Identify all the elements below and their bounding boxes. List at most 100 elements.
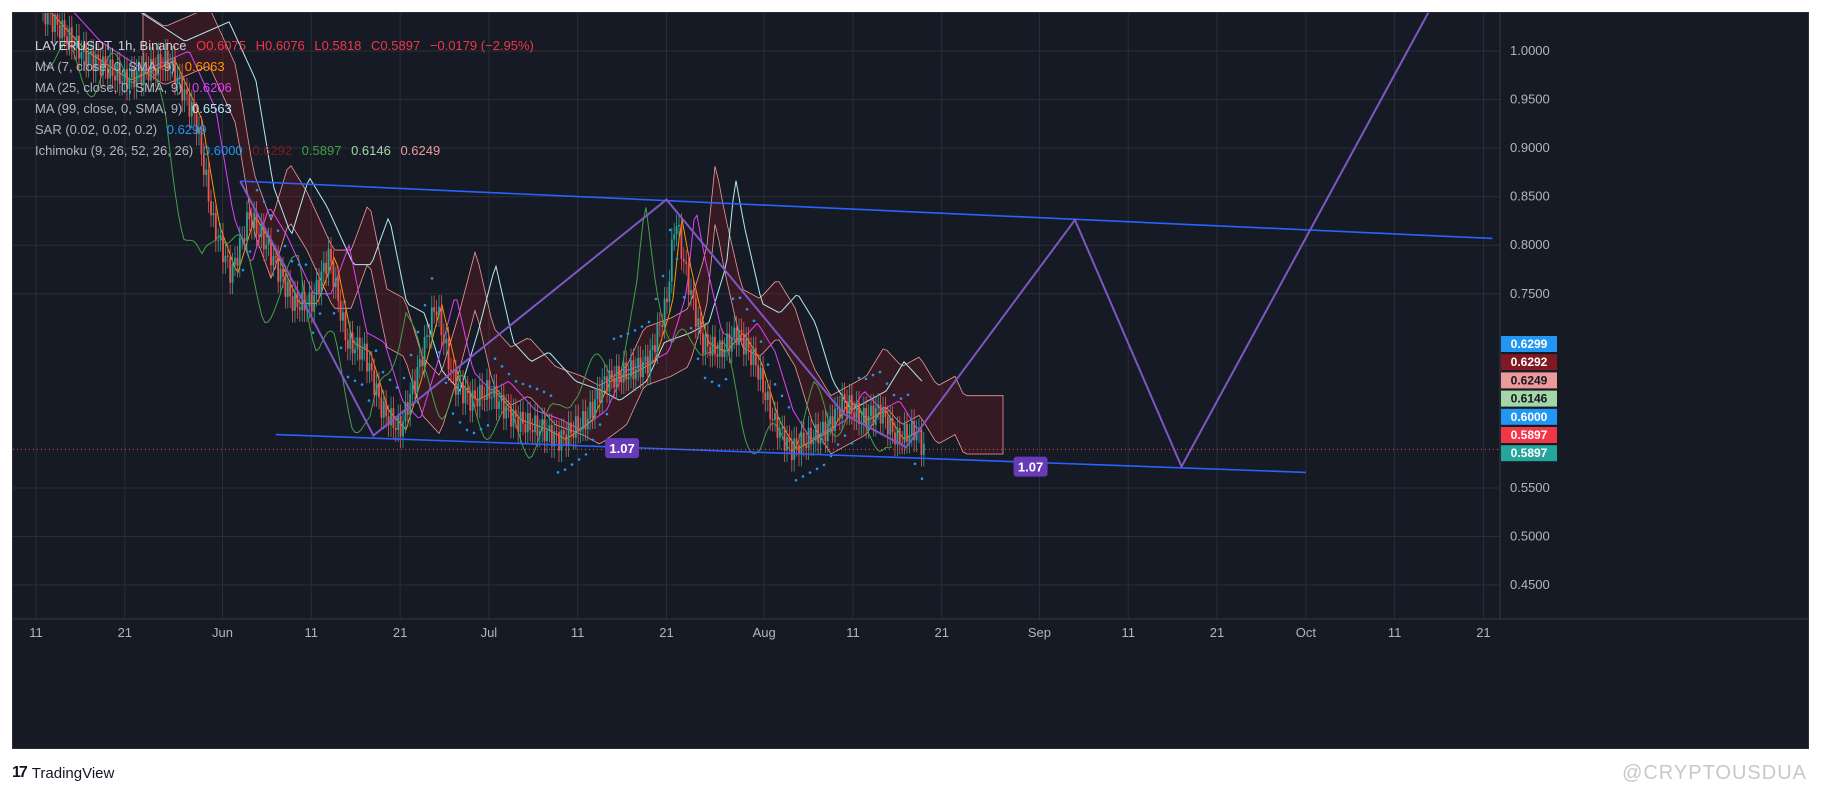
candle-body xyxy=(891,417,894,433)
candle-body xyxy=(646,356,649,374)
sar-dot xyxy=(794,478,798,482)
candle-body xyxy=(838,407,841,419)
ratio-label-box xyxy=(1013,456,1048,477)
sar-dot xyxy=(668,228,672,232)
y-tick-label: 0.5500 xyxy=(1510,480,1550,495)
candle-body xyxy=(620,378,623,383)
sar-dot xyxy=(248,250,252,253)
candle-body xyxy=(404,402,407,422)
chart-panel[interactable]: 1.07 1.07 1.0000 0.9500 0.9000 0.8500 0.8000 0… xyxy=(12,12,1809,749)
sar-dot xyxy=(885,382,889,385)
legend-ma99-row[interactable]: MA (99, close, 0, SMA, 9) 0.6563 xyxy=(35,98,540,119)
sar-dot xyxy=(563,468,567,471)
candle-body xyxy=(567,422,570,446)
candle-body xyxy=(207,169,210,202)
candle-body xyxy=(805,444,808,449)
sar-dot xyxy=(752,319,756,323)
candle-body xyxy=(639,357,642,378)
parabolic-sar xyxy=(241,188,924,482)
candle-body xyxy=(510,406,512,427)
candle-body xyxy=(867,415,870,428)
legend-high: H0.6076 xyxy=(255,38,305,53)
price-chart[interactable]: 1.07 1.07 1.0000 0.9500 0.9000 0.8500 0.8000 0… xyxy=(13,13,1808,748)
sar-dot xyxy=(647,320,651,324)
candle-body xyxy=(308,292,311,307)
candle-body xyxy=(759,367,762,380)
candle-body xyxy=(121,81,124,84)
sar-dot xyxy=(570,463,574,466)
y-tick-label: 0.9500 xyxy=(1510,92,1550,107)
candle-body xyxy=(812,440,815,445)
candle-body xyxy=(711,336,714,356)
x-tick-label: Oct xyxy=(1296,625,1317,640)
sar-dot xyxy=(836,443,840,446)
candle-body xyxy=(538,431,541,436)
candle-body xyxy=(63,20,66,37)
candle-body xyxy=(651,345,654,351)
candle-body xyxy=(109,59,112,79)
candle-body xyxy=(349,332,352,349)
legend-ma7-row[interactable]: MA (7, close, 0, SMA, 9) 0.6063 xyxy=(35,56,540,77)
candle-body xyxy=(819,433,822,444)
candle-body xyxy=(673,234,676,240)
legend-symbol-row[interactable]: LAYERUSDT, 1h, Binance O0.6075 H0.6076 L… xyxy=(35,35,540,56)
candle-body xyxy=(147,67,150,81)
candle-body xyxy=(735,327,738,346)
candle-body xyxy=(385,401,388,417)
legend-ichimoku-row[interactable]: Ichimoku (9, 26, 52, 26, 26) 0.6000 0.62… xyxy=(35,140,540,161)
candle-body xyxy=(685,261,688,265)
sar-dot xyxy=(920,477,924,481)
sar-dot xyxy=(780,394,784,398)
candle-body xyxy=(754,348,757,366)
candle-body xyxy=(438,306,440,316)
candle-body xyxy=(183,89,186,101)
sar-dot xyxy=(871,373,875,377)
sar-dot xyxy=(311,331,315,335)
candle-body xyxy=(56,14,59,25)
sar-dot xyxy=(899,397,903,400)
candle-body xyxy=(313,295,316,312)
ratio-label-box xyxy=(605,438,640,459)
tradingview-brand[interactable]: 17 TradingView xyxy=(12,764,114,782)
candle-body xyxy=(390,408,392,426)
candle-body xyxy=(572,433,575,438)
candle-body xyxy=(387,416,390,426)
candle-body xyxy=(411,380,414,395)
candle-body xyxy=(92,50,95,72)
candle-body xyxy=(577,416,580,432)
upper-trendline xyxy=(240,180,1493,240)
candle-body xyxy=(658,323,661,326)
legend-ma25-row[interactable]: MA (25, close, 0, SMA, 9) 0.6206 xyxy=(35,77,540,98)
candle-body xyxy=(682,258,685,262)
legend-sar-row[interactable]: SAR (0.02, 0.02, 0.2) 0.6299 xyxy=(35,119,540,140)
candle-body xyxy=(634,369,637,380)
candle-body xyxy=(423,336,426,367)
candle-body xyxy=(409,394,412,415)
candle-body xyxy=(680,225,683,259)
sar-dot xyxy=(913,462,917,466)
candle-body xyxy=(548,425,551,431)
candle-body xyxy=(128,77,131,89)
candle-body xyxy=(846,401,848,414)
x-tick-label: 11 xyxy=(1388,625,1402,640)
ma99-line xyxy=(140,13,923,410)
candle-body xyxy=(97,54,100,59)
candle-body xyxy=(303,291,306,311)
ichimoku-cloud-area xyxy=(142,13,1004,455)
candle-body xyxy=(358,337,361,360)
candle-body xyxy=(747,338,750,349)
candle-body xyxy=(162,69,164,71)
sar-dot xyxy=(262,200,266,203)
candle-body xyxy=(346,340,349,349)
sar-dot xyxy=(584,453,588,456)
candle-body xyxy=(644,356,647,362)
sar-dot xyxy=(675,257,679,261)
candle-body xyxy=(774,413,776,420)
candle-body xyxy=(342,312,344,321)
sar-dot xyxy=(906,393,910,397)
candle-body xyxy=(133,67,136,88)
legend-sar-label: SAR (0.02, 0.02, 0.2) xyxy=(35,122,158,137)
candle-body xyxy=(190,101,193,117)
sar-dot xyxy=(437,351,441,354)
candle-body xyxy=(445,338,448,344)
